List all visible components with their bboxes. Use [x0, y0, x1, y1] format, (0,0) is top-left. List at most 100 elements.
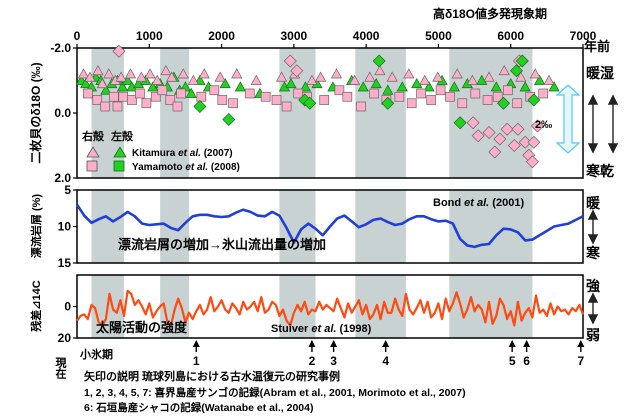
data-point-square-pink	[165, 95, 176, 105]
data-point-square-pink	[342, 91, 353, 102]
marker-arrow-head	[308, 340, 316, 347]
data-point-square-pink	[416, 88, 426, 99]
data-point-triangle-pink	[187, 74, 199, 85]
y-tick-label: 15	[58, 256, 72, 270]
top-tick-label: 2000	[208, 29, 235, 43]
data-point-triangle-green	[357, 81, 369, 92]
y-tick-label: 0	[64, 300, 71, 314]
data-point-triangle-pink	[84, 71, 96, 82]
data-point-diamond-green	[496, 96, 510, 110]
data-point-diamond-pink	[283, 54, 297, 68]
shaded-period-5	[449, 48, 533, 178]
legend-kitamura: Kitamura et al. (2007)	[132, 148, 233, 159]
data-point-triangle-pink	[330, 68, 343, 79]
legend-square-green	[113, 160, 125, 172]
data-point-triangle-green	[219, 78, 231, 89]
data-point-triangle-green	[382, 84, 394, 95]
data-point-diamond-pink	[466, 116, 480, 130]
data-point-triangle-pink	[198, 68, 210, 79]
data-point-diamond-pink	[500, 122, 514, 136]
data-point-triangle-pink	[166, 71, 178, 82]
scale-arrow: 2‰	[535, 84, 581, 154]
scale-arrow-label: 2‰	[535, 119, 552, 131]
marker-label: 6	[523, 354, 530, 368]
little-ice-age-label: 小氷期	[79, 347, 113, 361]
data-point-triangle-pink	[348, 74, 361, 85]
data-point-triangle-pink	[315, 71, 327, 82]
data-point-square-pink	[394, 91, 405, 102]
label-cold: 寒	[586, 245, 601, 261]
data-point-triangle-pink	[160, 65, 172, 76]
data-point-square-pink	[141, 98, 152, 109]
data-point-triangle-green	[185, 87, 197, 98]
right-climate-labels: 暖湿 寒乾 暖 寒 強 弱	[586, 65, 619, 343]
data-point-square-pink	[293, 88, 304, 99]
y-tick-label: -2.0	[50, 41, 71, 55]
top-tick-label: 6000	[497, 29, 524, 43]
label-weak: 弱	[586, 327, 600, 343]
data-point-triangle-pink	[451, 68, 463, 79]
data-point-triangle-pink	[419, 74, 431, 85]
notes-title: 矢印の説明 琉球列島における古水温復元の研究事例	[84, 369, 340, 383]
marker-arrow-head	[192, 340, 200, 347]
top-tick-label: 4000	[353, 29, 380, 43]
data-point-square-pink	[470, 88, 481, 99]
top-tick-label: 5000	[425, 29, 452, 43]
data-point-triangle-green	[132, 78, 145, 89]
marker-label: 5	[509, 354, 516, 368]
shaded-period-1	[91, 190, 124, 263]
data-point-diamond-pink	[488, 145, 502, 159]
data-point-triangle-green	[370, 78, 382, 89]
y-axis-label-debris: 漂流岩屑 (%)	[29, 194, 43, 258]
present-label: 現在	[54, 357, 67, 380]
data-point-square-pink	[209, 85, 220, 96]
data-point-triangle-pink	[364, 71, 376, 82]
y-axis-label-d18o: 二枚貝のδ18O (‰)	[28, 62, 43, 163]
data-point-triangle-green	[411, 78, 423, 89]
data-point-diamond-pink	[290, 64, 304, 78]
marker-arrow-head	[508, 340, 516, 347]
data-point-diamond-pink	[518, 135, 532, 149]
data-point-triangle-pink	[151, 74, 163, 85]
data-point-square-pink	[228, 98, 238, 109]
data-point-triangle-pink	[124, 68, 137, 79]
data-point-square-pink	[244, 88, 255, 99]
data-point-triangle-pink	[374, 65, 386, 76]
data-point-diamond-green	[372, 54, 386, 68]
data-point-triangle-green	[490, 81, 502, 92]
data-point-triangle-green	[548, 81, 560, 92]
data-point-triangle-pink	[135, 71, 147, 82]
data-point-square-pink	[150, 91, 161, 102]
data-point-triangle-green	[100, 84, 112, 95]
data-point-square-pink	[369, 88, 379, 99]
data-point-diamond-pink	[511, 122, 525, 136]
marker-arrow-head	[382, 340, 390, 347]
data-point-square-pink	[457, 98, 468, 109]
panel-solar-activity: 0 20 残差⊿14C 太陽活動の強度 Stuiver et al. (1998)	[29, 274, 585, 345]
marker-label: 2	[309, 354, 316, 368]
data-point-square-pink	[196, 91, 207, 102]
data-point-triangle-pink	[515, 71, 527, 82]
data-point-diamond-pink	[530, 119, 544, 133]
data-point-diamond-pink	[507, 139, 521, 152]
data-point-square-pink	[334, 85, 345, 96]
data-point-triangle-pink	[498, 65, 510, 76]
data-point-square-pink	[135, 88, 145, 99]
solar-annotation: 太陽活動の強度	[95, 320, 188, 335]
top-axis-title: 高δ18O値多発現象期	[433, 6, 547, 21]
data-point-diamond-green	[303, 96, 317, 110]
y-tick-label: 20	[58, 331, 72, 345]
marker-arrow-head	[330, 340, 338, 347]
y-tick-label: 10	[58, 220, 72, 234]
data-point-triangle-pink	[144, 68, 156, 79]
data-point-triangle-pink	[77, 68, 90, 79]
shaded-period-2	[160, 190, 190, 263]
data-point-square-pink	[406, 98, 417, 109]
data-point-square-pink	[100, 101, 111, 112]
data-point-square-pink	[109, 91, 119, 102]
shaded-period-1	[91, 48, 124, 178]
label-strong: 強	[586, 278, 600, 294]
stuiver-reference: Stuiver et al. (1998)	[271, 323, 372, 335]
data-point-triangle-green	[396, 81, 408, 92]
